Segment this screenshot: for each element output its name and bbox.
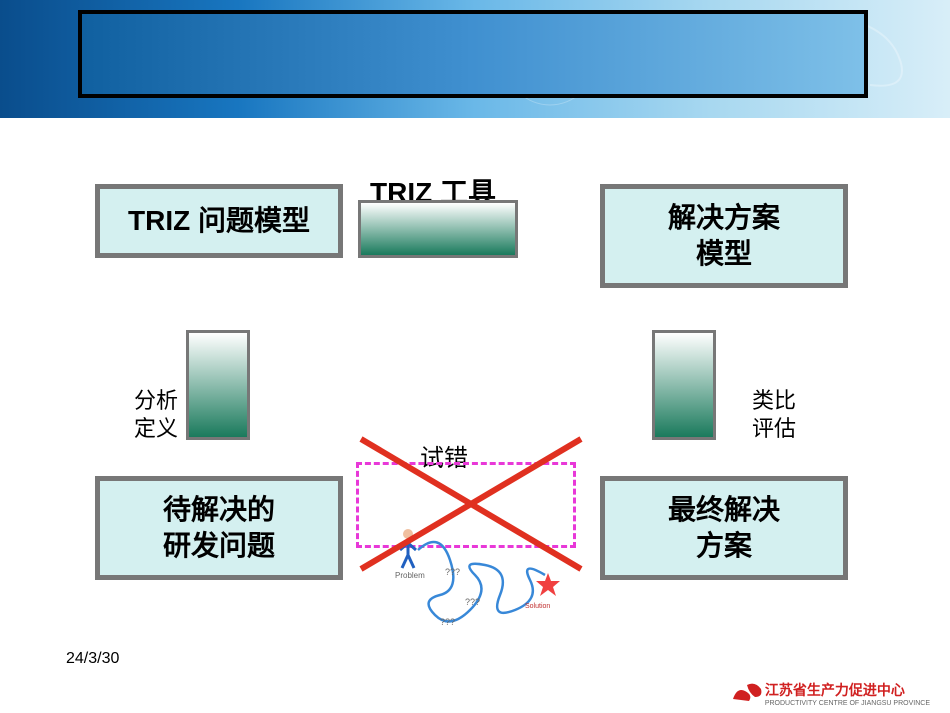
svg-text:???: ??? <box>440 617 455 627</box>
label-analyze-define: 分析 定义 <box>134 358 178 444</box>
box-triz-problem-model: TRIZ 问题模型 <box>95 184 343 258</box>
footer-org: 江苏省生产力促进中心 PRODUCTIVITY CENTRE OF JIANGS… <box>729 679 930 707</box>
box-label: 待解决的 研发问题 <box>163 492 275 565</box>
box-label: 解决方案 模型 <box>668 200 780 273</box>
connector-right <box>652 330 716 440</box>
footer-logo-icon <box>729 679 765 707</box>
connector-left <box>186 330 250 440</box>
label-analogy-evaluate: 类比 评估 <box>752 358 796 444</box>
box-final-solution: 最终解决 方案 <box>600 476 848 580</box>
red-x-icon <box>356 434 586 574</box>
date-text: 24/3/30 <box>66 650 119 668</box>
box-label: TRIZ 问题模型 <box>128 203 310 239</box>
box-rd-problem: 待解决的 研发问题 <box>95 476 343 580</box>
header-title-box <box>78 10 868 98</box>
box-label: 最终解决 方案 <box>668 492 780 565</box>
connector-triz-tool <box>358 200 518 258</box>
box-solution-model: 解决方案 模型 <box>600 184 848 288</box>
label-solution: Solution <box>525 603 550 610</box>
svg-text:???: ??? <box>465 597 480 607</box>
